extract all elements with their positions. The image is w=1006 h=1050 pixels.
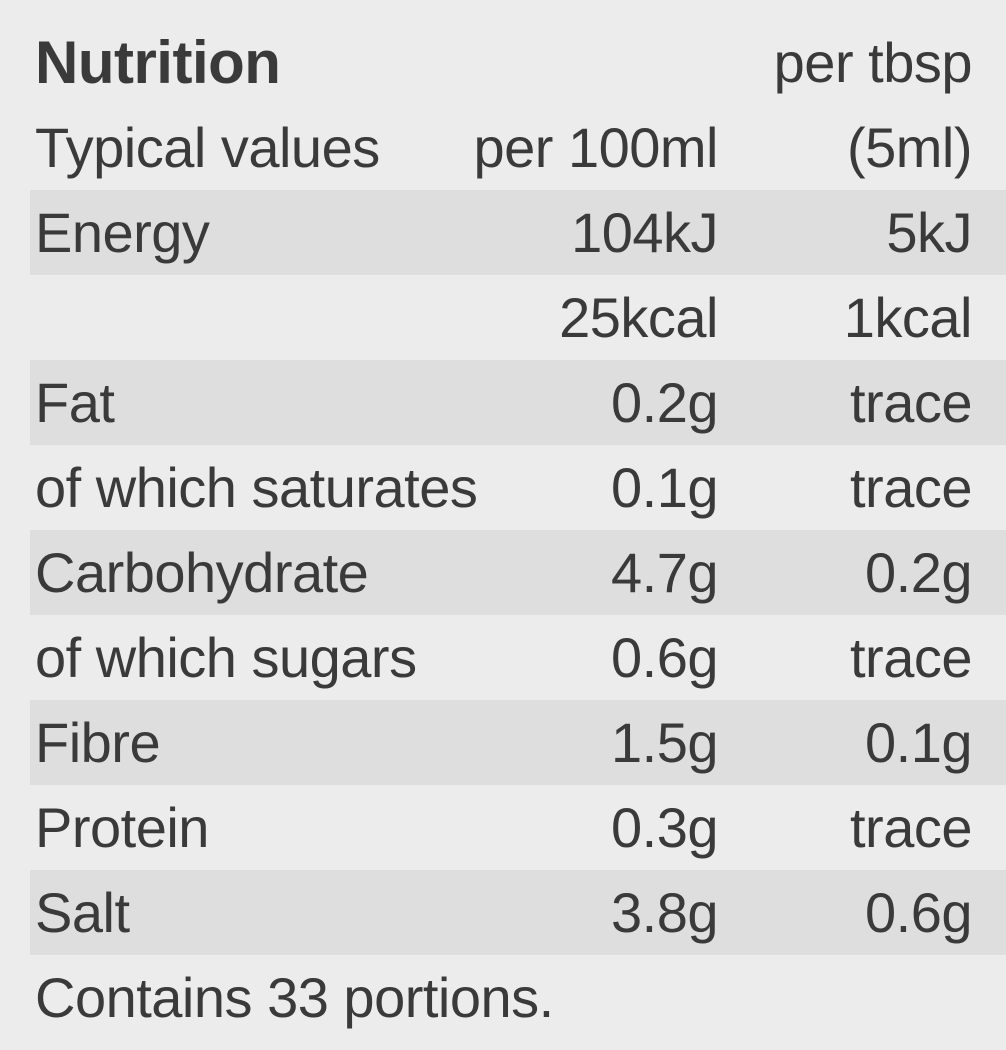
serving-heading: per tbsp <box>773 31 973 94</box>
per-serving-value: 0.1g <box>865 711 973 774</box>
row-label: of which sugars <box>35 626 417 689</box>
per-100ml-value: 1.5g <box>611 711 719 774</box>
per-serving-value: 1kcal <box>843 286 973 349</box>
per-100ml-value: 104kJ <box>571 201 718 264</box>
per-serving-value: trace <box>850 626 973 689</box>
per-100ml-value: 4.7g <box>611 541 719 604</box>
per-100ml-value: 25kcal <box>559 286 718 349</box>
per-serving-value: 0.2g <box>865 541 973 604</box>
per-serving-value: trace <box>850 796 973 859</box>
row-label: Protein <box>35 796 209 859</box>
row-label: Salt <box>35 881 130 944</box>
row-label: Fibre <box>35 711 161 774</box>
per-100ml-value: 0.6g <box>611 626 719 689</box>
per-serving-value: trace <box>850 371 973 434</box>
row-label: Carbohydrate <box>35 541 369 604</box>
row-shade <box>30 530 1006 615</box>
per-100ml-value: 0.1g <box>611 456 719 519</box>
footer: Contains 33 portions. <box>35 966 554 1029</box>
per-100ml-value: 3.8g <box>611 881 719 944</box>
per-100ml-heading: per 100ml <box>473 116 718 179</box>
row-label: Energy <box>35 201 210 264</box>
row-label: Fat <box>35 371 115 434</box>
per-serving-value: trace <box>850 456 973 519</box>
title: Nutrition <box>35 29 281 96</box>
row-shade <box>30 870 1006 955</box>
per-serving-value: 5kJ <box>886 201 972 264</box>
serving-heading: (5ml) <box>846 116 973 179</box>
row-shade <box>30 700 1006 785</box>
per-100ml-value: 0.2g <box>611 371 719 434</box>
subtitle: Typical values <box>35 116 380 179</box>
row-label: of which saturates <box>35 456 478 519</box>
row-shade <box>30 360 1006 445</box>
per-100ml-value: 0.3g <box>611 796 719 859</box>
per-serving-value: 0.6g <box>865 881 973 944</box>
row-shade <box>30 190 1006 275</box>
